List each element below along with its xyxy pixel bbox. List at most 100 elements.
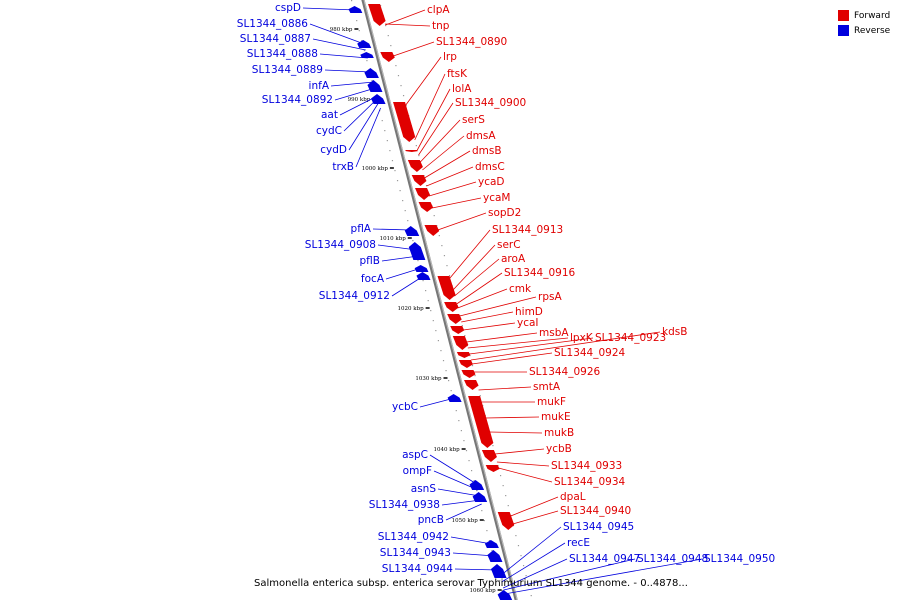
tick-label: 1060 kbp xyxy=(470,588,497,594)
forward-leader-line xyxy=(437,212,487,231)
forward-leader-line xyxy=(416,88,451,151)
guide-dot xyxy=(422,280,424,282)
genome-caption: Salmonella enterica subsp. enterica sero… xyxy=(254,578,688,589)
tick-label: 1010 kbp xyxy=(380,236,407,242)
guide-dot xyxy=(412,240,414,242)
guide-dot xyxy=(395,65,397,67)
forward-gene-label: ftsK xyxy=(447,68,468,80)
reverse-gene-label: asnS xyxy=(411,483,437,495)
guide-dot xyxy=(446,265,448,267)
forward-gene-label: dmsB xyxy=(472,145,502,157)
reverse-leader-line xyxy=(499,526,562,577)
genome-axis-highlight xyxy=(363,0,518,600)
forward-gene-label: smtA xyxy=(533,381,561,393)
forward-leader-line xyxy=(452,244,496,291)
reverse-leader-line xyxy=(504,558,703,595)
forward-gene-label: ycaI xyxy=(517,317,539,329)
reverse-leader-line xyxy=(385,267,422,280)
guide-dot xyxy=(445,370,447,372)
reverse-gene-label: SL1344_0892 xyxy=(262,94,333,106)
guide-dot xyxy=(400,85,402,87)
forward-gene-label: mukB xyxy=(544,427,574,439)
forward-gene-feature xyxy=(464,380,479,390)
reverse-leader-line xyxy=(348,101,380,151)
guide-dot xyxy=(425,290,427,292)
reverse-gene-feature xyxy=(408,242,426,260)
reverse-gene-feature xyxy=(357,40,372,48)
guide-dot xyxy=(460,430,462,432)
guide-dot xyxy=(380,5,382,7)
reverse-gene-label: ompF xyxy=(403,465,432,477)
guide-dot xyxy=(448,275,451,277)
forward-gene-label: mukF xyxy=(537,396,566,408)
forward-gene-label: lpxK xyxy=(570,332,594,344)
guide-dot xyxy=(386,140,388,142)
guide-dot xyxy=(491,550,493,552)
forward-leader-line xyxy=(459,296,537,317)
forward-leader-line xyxy=(512,510,559,525)
reverse-gene-feature xyxy=(348,6,363,13)
guide-dot xyxy=(442,360,445,362)
reverse-leader-line xyxy=(343,97,379,132)
reverse-leader-line xyxy=(502,558,568,589)
guide-dot xyxy=(483,520,485,522)
reverse-gene-label: SL1344_0938 xyxy=(369,499,440,511)
guide-dot xyxy=(385,25,387,27)
forward-gene-feature xyxy=(452,336,469,350)
reverse-leader-line xyxy=(450,536,492,545)
forward-gene-feature xyxy=(407,160,423,172)
reverse-leader-line xyxy=(433,470,479,491)
guide-dot xyxy=(423,175,425,177)
forward-gene-label: tnp xyxy=(432,20,450,32)
guide-dot xyxy=(363,50,365,52)
forward-gene-label: kdsB xyxy=(662,326,687,338)
reverse-gene-label: trxB xyxy=(332,161,354,173)
guide-dot xyxy=(402,95,405,97)
guide-dot xyxy=(525,575,527,577)
reverse-leader-line xyxy=(302,7,356,11)
forward-gene-label: dmsA xyxy=(466,130,496,142)
guide-dot xyxy=(443,255,446,257)
tick-label: 1000 kbp xyxy=(362,166,389,172)
forward-gene-label: SL1344_0926 xyxy=(529,366,601,378)
guide-dot xyxy=(432,320,434,322)
legend-reverse-label: Reverse xyxy=(854,25,891,36)
guide-dot xyxy=(469,355,471,357)
reverse-gene-label: SL1344_0945 xyxy=(563,521,634,533)
forward-leader-line xyxy=(461,311,514,323)
guide-dot xyxy=(448,380,450,382)
guide-dot xyxy=(464,335,466,337)
forward-leader-line xyxy=(428,181,477,197)
reverse-leader-line xyxy=(330,81,374,87)
tick-label: 980 kbp xyxy=(330,27,353,33)
guide-dot xyxy=(450,390,452,392)
guide-dot xyxy=(361,40,363,42)
forward-leader-line xyxy=(449,229,491,279)
genome-axis-line xyxy=(361,0,518,600)
reverse-gene-label: SL1344_0912 xyxy=(319,290,390,302)
reverse-gene-label: pflA xyxy=(351,223,372,235)
forward-gene-label: serC xyxy=(497,239,521,251)
forward-gene-feature xyxy=(447,314,462,324)
forward-gene-feature xyxy=(424,225,440,236)
guide-dot xyxy=(435,330,437,332)
forward-leader-line xyxy=(432,197,482,209)
forward-leader-line xyxy=(457,288,508,309)
forward-gene-label: SL1344_0913 xyxy=(492,224,563,236)
reverse-gene-label: ycbC xyxy=(392,401,418,413)
forward-leader-line xyxy=(466,332,538,343)
reverse-gene-label: SL1344_0889 xyxy=(252,64,323,76)
reverse-gene-label: pflB xyxy=(360,255,380,267)
reverse-leader-line xyxy=(319,53,368,59)
reverse-gene-label: recE xyxy=(567,537,590,549)
guide-dot xyxy=(481,510,483,512)
guide-dot xyxy=(351,0,353,2)
reverse-leader-line xyxy=(381,255,419,262)
tick-label: 1030 kbp xyxy=(415,376,442,382)
forward-gene-feature xyxy=(414,188,431,200)
reverse-gene-label: cydC xyxy=(316,125,342,137)
reverse-gene-label: cspD xyxy=(275,2,301,14)
guide-dot xyxy=(394,170,396,172)
forward-gene-label: clpA xyxy=(427,4,450,16)
